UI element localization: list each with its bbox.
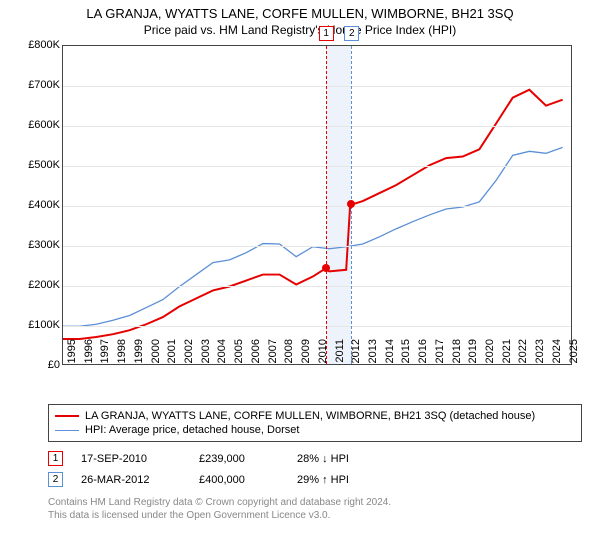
sale-row-price: £400,000 (199, 474, 279, 486)
x-tick-label: 2006 (250, 339, 262, 371)
sale-marker-line (326, 46, 327, 364)
legend-row: LA GRANJA, WYATTS LANE, CORFE MULLEN, WI… (55, 409, 575, 423)
legend-label: HPI: Average price, detached house, Dors… (85, 424, 299, 436)
x-tick-label: 1999 (133, 339, 145, 371)
sale-row: 1 17-SEP-2010 £239,000 28% ↓ HPI (48, 448, 582, 469)
x-tick-label: 2022 (517, 339, 529, 371)
legend-label: LA GRANJA, WYATTS LANE, CORFE MULLEN, WI… (85, 410, 535, 422)
x-tick-label: 2011 (334, 339, 346, 371)
x-tick-label: 1998 (116, 339, 128, 371)
y-tick-label: £0 (18, 359, 60, 371)
x-tick-label: 2021 (501, 339, 513, 371)
x-tick-label: 2023 (534, 339, 546, 371)
sale-row-date: 26-MAR-2012 (81, 474, 181, 486)
footer-line1: Contains HM Land Registry data © Crown c… (48, 496, 582, 509)
x-tick-label: 1997 (99, 339, 111, 371)
sale-row-diff: 28% ↓ HPI (297, 453, 387, 465)
y-tick-label: £500K (18, 159, 60, 171)
y-tick-label: £100K (18, 319, 60, 331)
x-tick-label: 2014 (384, 339, 396, 371)
sale-dot (322, 264, 330, 272)
page-title: LA GRANJA, WYATTS LANE, CORFE MULLEN, WI… (8, 6, 592, 21)
x-tick-label: 2016 (417, 339, 429, 371)
x-tick-label: 2019 (467, 339, 479, 371)
x-tick-label: 2024 (551, 339, 563, 371)
y-tick-label: £700K (18, 79, 60, 91)
x-tick-label: 2005 (233, 339, 245, 371)
sale-row-diff: 29% ↑ HPI (297, 474, 387, 486)
x-tick-label: 2025 (568, 339, 580, 371)
x-tick-label: 1996 (83, 339, 95, 371)
page-subtitle: Price paid vs. HM Land Registry's House … (8, 23, 592, 37)
x-tick-label: 2012 (350, 339, 362, 371)
x-tick-label: 2018 (451, 339, 463, 371)
plot-area: 12 (62, 45, 572, 365)
legend-swatch (55, 415, 79, 417)
sale-dot (347, 200, 355, 208)
y-tick-label: £600K (18, 119, 60, 131)
legend: LA GRANJA, WYATTS LANE, CORFE MULLEN, WI… (48, 404, 582, 442)
x-tick-label: 2000 (150, 339, 162, 371)
y-tick-label: £400K (18, 199, 60, 211)
x-tick-label: 2015 (400, 339, 412, 371)
legend-row: HPI: Average price, detached house, Dors… (55, 423, 575, 437)
footer-attribution: Contains HM Land Registry data © Crown c… (48, 496, 582, 522)
sale-row-marker: 1 (48, 451, 63, 466)
x-tick-label: 2008 (283, 339, 295, 371)
sale-row-price: £239,000 (199, 453, 279, 465)
sale-marker-box: 2 (344, 26, 359, 41)
footer-line2: This data is licensed under the Open Gov… (48, 509, 582, 522)
x-tick-label: 2009 (300, 339, 312, 371)
sales-table: 1 17-SEP-2010 £239,000 28% ↓ HPI 2 26-MAR-201… (48, 448, 582, 490)
x-tick-label: 2017 (434, 339, 446, 371)
y-tick-label: £300K (18, 239, 60, 251)
x-tick-label: 2013 (367, 339, 379, 371)
x-tick-label: 1995 (66, 339, 78, 371)
x-tick-label: 2001 (166, 339, 178, 371)
price-chart: £0£100K£200K£300K£400K£500K£600K£700K£80… (18, 45, 578, 400)
sale-row-marker: 2 (48, 472, 63, 487)
x-tick-label: 2003 (200, 339, 212, 371)
x-tick-label: 2007 (267, 339, 279, 371)
x-tick-label: 2002 (183, 339, 195, 371)
series-property (63, 90, 563, 339)
x-tick-label: 2020 (484, 339, 496, 371)
sale-row-date: 17-SEP-2010 (81, 453, 181, 465)
sale-row: 2 26-MAR-2012 £400,000 29% ↑ HPI (48, 469, 582, 490)
x-tick-label: 2010 (317, 339, 329, 371)
sale-marker-box: 1 (319, 26, 334, 41)
series-hpi (63, 147, 563, 326)
y-tick-label: £200K (18, 279, 60, 291)
legend-swatch (55, 430, 79, 431)
y-tick-label: £800K (18, 39, 60, 51)
x-tick-label: 2004 (216, 339, 228, 371)
